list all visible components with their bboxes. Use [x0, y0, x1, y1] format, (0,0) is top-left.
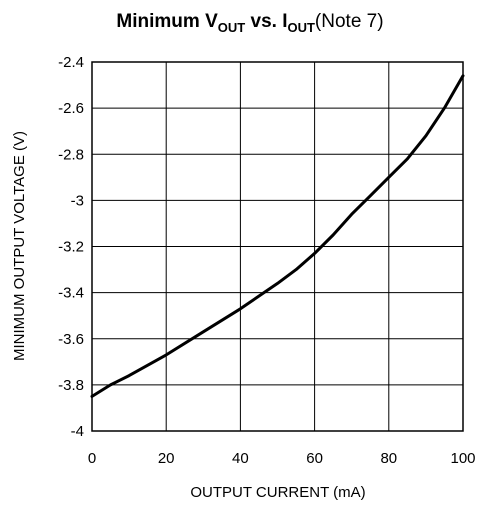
x-tick-label: 100 — [450, 450, 475, 467]
series-line — [90, 74, 465, 398]
y-tick-label: -2.8 — [58, 146, 84, 163]
x-tick-labels: 0 20 40 60 80 100 — [88, 450, 476, 467]
title-sub1: OUT — [218, 20, 246, 35]
y-tick-label: -3.8 — [58, 377, 84, 394]
y-tick-label: -3.6 — [58, 331, 84, 348]
grid — [91, 61, 464, 432]
y-tick-label: -4 — [71, 423, 84, 440]
x-tick-label: 40 — [232, 450, 249, 467]
x-tick-label: 80 — [380, 450, 397, 467]
y-tick-label: -2.4 — [58, 54, 84, 71]
title-note: (Note 7) — [315, 11, 384, 32]
title-middle: vs. I — [245, 11, 287, 32]
chart-title: Minimum VOUT vs. IOUT(Note 7) — [116, 11, 383, 35]
plot-frame — [91, 61, 464, 432]
y-axis-label: MINIMUM OUTPUT VOLTAGE (V) — [11, 131, 28, 361]
x-axis-label: OUTPUT CURRENT (mA) — [190, 484, 365, 501]
title-prefix: Minimum V — [116, 11, 218, 32]
y-tick-labels: -2.4 -2.6 -2.8 -3 -3.2 -3.4 -3.6 -3.8 -4 — [58, 54, 84, 440]
x-tick-label: 20 — [158, 450, 175, 467]
x-tick-label: 0 — [88, 450, 96, 467]
y-tick-label: -3.2 — [58, 239, 84, 256]
y-tick-label: -3.4 — [58, 285, 84, 302]
y-tick-label: -2.6 — [58, 100, 84, 117]
title-sub2: OUT — [287, 20, 315, 35]
x-tick-label: 60 — [306, 450, 323, 467]
y-tick-label: -3 — [71, 192, 84, 209]
